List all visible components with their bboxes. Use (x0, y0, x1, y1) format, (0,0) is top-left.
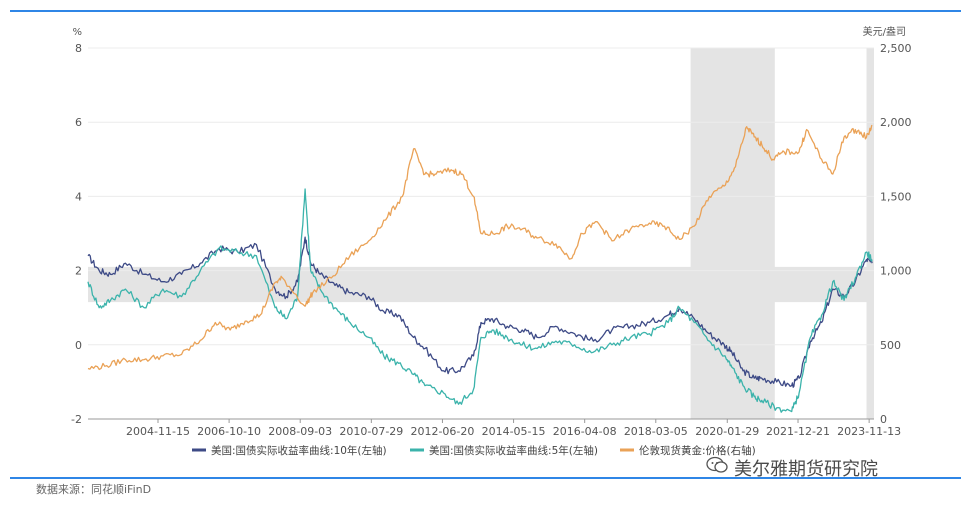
series-line-1 (87, 188, 873, 413)
right-tick-label: 1,000 (880, 265, 912, 278)
x-tick-label: 2018-03-05 (624, 425, 688, 438)
top-divider (10, 10, 961, 12)
left-axis-unit: % (72, 27, 82, 38)
highlight-band-y-2 (88, 266, 874, 303)
x-tick-label: 2023-11-13 (837, 425, 901, 438)
x-tick-label: 2014-05-15 (482, 425, 546, 438)
left-tick-label: -2 (71, 413, 82, 426)
left-tick-label: 4 (75, 190, 82, 203)
right-tick-label: 0 (880, 413, 887, 426)
series-line-0 (87, 236, 873, 388)
legend-label: 美国:国债实际收益率曲线:5年(左轴) (429, 444, 598, 457)
highlight-bands (88, 48, 874, 419)
x-tick-label: 2021-12-21 (766, 425, 830, 438)
highlight-band-x-1 (866, 48, 874, 419)
series-line-2 (87, 124, 873, 371)
right-axis-unit: 美元/盎司 (863, 25, 906, 38)
left-tick-label: 2 (75, 265, 82, 278)
bottom-divider (10, 477, 961, 479)
x-tick-label: 2020-01-29 (695, 425, 759, 438)
right-tick-label: 2,000 (880, 116, 912, 129)
gridlines (88, 47, 874, 420)
left-tick-label: 6 (75, 116, 82, 129)
axes: -2 0 2 4 6 8 0 500 1,000 1,500 2,000 2,500% 美元/盎司 200… (71, 25, 911, 438)
legend: 美国:国债实际收益率曲线:10年(左轴) 美国:国债实际收益率曲线:5年(左轴) 伦… (192, 444, 756, 457)
right-tick-label: 2,500 (880, 42, 912, 55)
x-tick-label: 2010-07-29 (339, 425, 403, 438)
highlight-band-x-0 (690, 48, 775, 419)
left-tick-label: 0 (75, 339, 82, 352)
x-tick-label: 2008-09-03 (268, 425, 332, 438)
x-tick-label: 2006-10-10 (197, 425, 261, 438)
watermark: 美尔雅期货研究院 (734, 459, 878, 480)
left-tick-label: 8 (75, 42, 82, 55)
source-note: 数据来源：同花顺iFinD (36, 483, 152, 496)
x-tick-label: 2016-04-08 (553, 425, 617, 438)
wechat-icon (706, 456, 728, 473)
x-tick-label: 2012-06-20 (410, 425, 474, 438)
series-lines (87, 124, 873, 413)
legend-label: 伦敦现货黄金:价格(右轴) (639, 444, 756, 457)
right-tick-label: 1,500 (880, 190, 912, 203)
legend-label: 美国:国债实际收益率曲线:10年(左轴) (211, 444, 387, 457)
right-tick-label: 500 (880, 339, 901, 352)
x-tick-label: 2004-11-15 (126, 425, 190, 438)
